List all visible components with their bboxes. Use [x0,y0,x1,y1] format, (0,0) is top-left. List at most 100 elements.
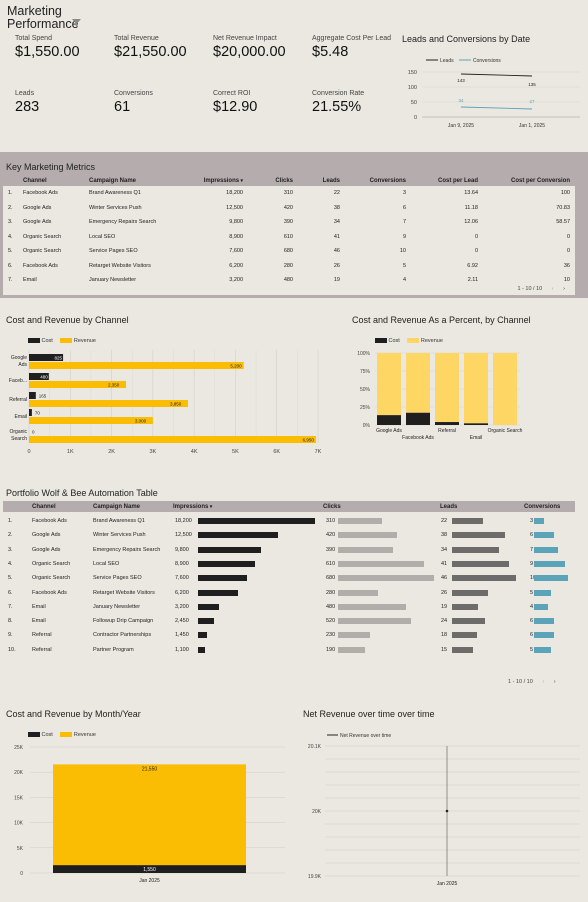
table-cell-clicks: 190 [326,646,336,653]
table-cell: 7 [402,219,406,225]
next-page-icon[interactable]: › [563,286,565,292]
table-cell: 610 [283,233,293,240]
conversions-bar [534,532,555,539]
y-tick-label: 25% [360,405,371,411]
leads-bar [452,575,516,582]
next-page-icon[interactable]: › [553,679,556,685]
leads-bar [452,618,486,625]
col-impressions[interactable]: Impressions ▾ [203,178,243,184]
category-label: Referral [9,397,27,403]
conversions-bar [534,618,555,625]
conversions-bar [534,646,551,653]
filter-icon[interactable] [72,18,81,27]
conversions-bar [534,632,555,639]
cost-data-label: 825 [55,355,63,360]
leads-bar [452,603,479,610]
prev-page-icon[interactable]: ‹ [551,286,554,292]
revenue-bar [29,381,127,388]
cost-revenue-percent-chart: 100% 75% 50% 25% 0% Google Ads Referral Organic… [357,351,522,441]
conversions-bar [534,546,558,553]
col-cost-per-lead[interactable]: Cost per Lead [437,178,478,184]
y-tick-label: 10K [14,821,24,827]
table-cell-leads: 19 [441,603,448,610]
table-cell: 680 [283,248,293,254]
x-tick-label: 7K [315,449,322,455]
col-clicks[interactable]: Clicks [323,504,341,510]
conversions-series-line [460,106,533,110]
impressions-bar [198,646,206,653]
table-cell: 1. [8,190,13,196]
table-cell: 41 [333,233,340,240]
table-cell: 6,200 [229,262,243,269]
legend-conversions-label: Conversions [473,58,501,64]
table-row: 8. Email Followup Drip Campaign 2,450 520 24 6 [3,614,575,629]
net-revenue-chart: Net Revenue over time 20.1K 20K 19.9K Jan 20… [308,733,580,887]
legend-revenue-swatch [60,732,73,738]
table-cell-n: 6. [8,589,13,596]
table-cell: Facebook Ads [23,262,58,269]
col-campaign[interactable]: Campaign Name [93,504,141,510]
col-leads[interactable]: Leads [322,178,340,184]
impressions-bar [198,575,247,582]
col-cost-per-conversion[interactable]: Cost per Conversion [510,178,570,184]
pct-legend: Cost Revenue [375,338,443,344]
table-cell-n: 8. [8,618,13,625]
category-label: Referral [438,428,456,434]
table-cell-clicks: 610 [326,560,336,567]
cost-pct-bar [435,422,459,425]
table-cell-n: 1. [8,518,13,524]
y-tick-label: 0 [20,871,23,877]
kpi-total-revenue: Total Revenue $21,550.00 [114,35,187,60]
table-cell: 11.18 [464,204,478,211]
cost-rev-legend: Cost Revenue [28,338,96,344]
col-leads[interactable]: Leads [440,504,458,510]
clicks-bar [338,646,365,653]
table-cell-clicks: 310 [326,518,336,524]
table-cell: 8,900 [229,233,243,240]
cost-bar [29,354,64,361]
col-clicks[interactable]: Clicks [275,178,293,184]
table-cell: 36 [563,262,570,269]
table-cell-leads: 18 [441,632,448,639]
y-tick-label: 19.9K [308,874,322,880]
impressions-bar [198,603,219,610]
col-campaign[interactable]: Campaign Name [89,178,137,184]
table-cell-channel: Referral [32,632,52,639]
cost-pct-bar [377,415,401,425]
conversions-bar [534,589,551,596]
table-cell: 100 [560,190,570,196]
table-cell-campaign: Emergency Repairs Search [93,546,161,553]
table-row: 6. Facebook Ads Retarget Website Visitors 6… [3,259,575,274]
col-impressions[interactable]: Impressions ▾ [173,504,213,510]
table-cell-campaign: Followup Drip Campaign [93,618,154,625]
table-row: 1. Facebook Ads Brand Awareness Q1 18,200 31… [3,186,575,201]
col-conversions[interactable]: Conversions [524,504,561,510]
table-cell: Facebook Ads [23,190,58,196]
table-cell-channel: Facebook Ads [32,518,67,524]
clicks-bar [338,603,406,610]
col-conversions[interactable]: Conversions [369,178,406,184]
leads-bar [452,518,483,524]
x-tick-label: 5K [232,449,239,455]
col-channel[interactable]: Channel [23,178,47,184]
x-tick-label: 3K [149,449,156,455]
table-row: 5. Organic Search Service Pages SEO 7,600 68… [3,244,575,259]
table-cell-impressions: 1,100 [175,646,189,653]
x-tick-label: Jan 2025 [437,881,458,887]
col-channel[interactable]: Channel [32,504,56,510]
table-cell: 3 [402,190,406,196]
table-cell-campaign: January Newsletter [93,603,141,610]
table-cell: Email [23,277,37,283]
table-cell-campaign: Contractor Partnerships [93,632,152,639]
conversions-bar [534,518,545,524]
cost-pct-bar [464,423,488,425]
table-cell-campaign: Brand Awareness Q1 [93,518,145,524]
revenue-bar [29,436,316,443]
table-cell: 3,200 [229,277,243,283]
cost-data-label: 480 [40,374,48,379]
revenue-data-label: 5,200 [230,364,242,369]
table-row: 2. Google Ads Winter Services Push 12,500 42… [3,201,575,216]
auto-table-title: Portfolio Wolf & Bee Automation Table [6,488,158,498]
prev-page-icon[interactable]: ‹ [542,679,545,685]
table-cell: 5 [402,262,406,269]
